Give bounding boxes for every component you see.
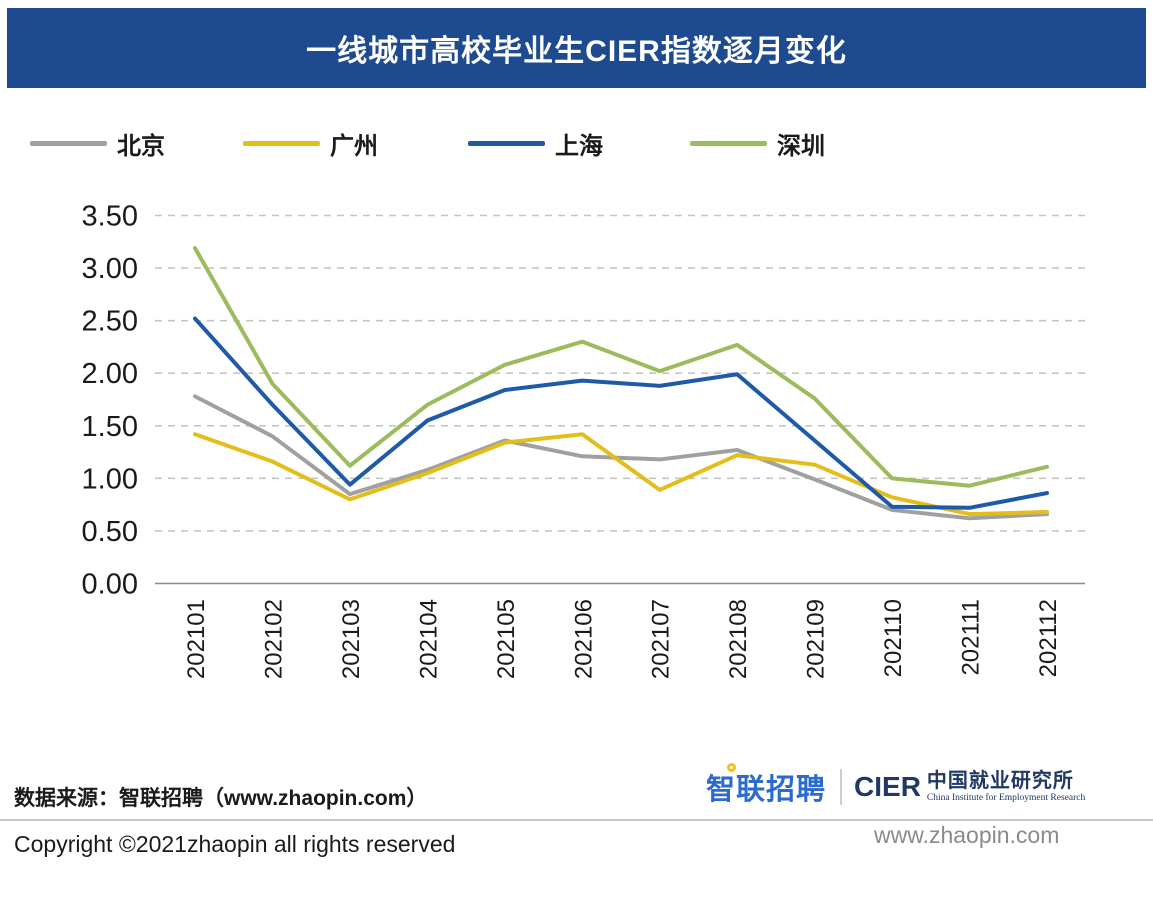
- series-line-上海: [193, 316, 1049, 510]
- copyright-text: Copyright ©2021zhaopin all rights reserv…: [14, 831, 456, 857]
- x-tick-label: 202105: [493, 599, 520, 679]
- zhaopin-logo-text: 智联招聘: [706, 774, 827, 806]
- x-tick-label: 202104: [415, 599, 442, 679]
- legend-label: 上海: [555, 132, 603, 160]
- institute-name-en: China Institute for Employment Research: [926, 792, 1086, 803]
- legend: 北京 广州 上海 深圳: [0, 128, 1153, 162]
- legend-item-北京: 北京: [30, 128, 165, 160]
- cier-logo: CIER: [854, 771, 921, 802]
- y-tick-label: 0.50: [82, 516, 138, 548]
- y-tick-label: 1.00: [82, 463, 138, 495]
- logo-row: 智联招聘 CIER 中国就业研究所 China Institute for Em…: [706, 763, 1085, 809]
- y-tick-label: 2.00: [82, 358, 138, 390]
- institute-block: 中国就业研究所 China Institute for Employment R…: [927, 771, 1085, 804]
- x-tick-label: 202103: [338, 599, 365, 679]
- y-tick-label: 1.50: [82, 411, 138, 443]
- x-tick-label: 202109: [803, 599, 830, 679]
- legend-label: 北京: [117, 132, 165, 160]
- legend-swatch: [468, 140, 545, 146]
- legend-item-广州: 广州: [243, 128, 378, 160]
- footer-divider: [0, 819, 1153, 821]
- x-tick-label: 202107: [648, 599, 675, 679]
- logo-separator: [840, 769, 843, 805]
- y-tick-label: 3.50: [82, 201, 138, 233]
- x-tick-label: 202101: [183, 599, 210, 679]
- legend-swatch: [30, 140, 107, 146]
- header-bar: 一线城市高校毕业生CIER指数逐月变化: [7, 8, 1146, 88]
- legend-swatch: [243, 140, 320, 146]
- line-chart: 0.00 0.50 1.00 1.50 2.00 2.50 3.00 3.50 202101 20…: [82, 201, 1085, 679]
- legend-label: 广州: [330, 132, 378, 160]
- legend-swatch: [690, 140, 767, 146]
- zhaopin-logo-dot-icon: [727, 763, 736, 772]
- legend-item-上海: 上海: [468, 128, 603, 160]
- y-tick-label: 2.50: [82, 306, 138, 338]
- x-tick-label: 202110: [880, 599, 907, 677]
- x-tick-label: 202108: [725, 599, 752, 679]
- x-tick-label: 202111: [958, 599, 985, 676]
- institute-name-cn: 中国就业研究所: [926, 769, 1074, 792]
- website-text: www.zhaopin.com: [874, 822, 1060, 848]
- legend-item-深圳: 深圳: [690, 128, 825, 160]
- series-line-深圳: [193, 246, 1049, 488]
- x-tick-label: 202112: [1035, 599, 1062, 677]
- series-line-广州: [193, 432, 1049, 517]
- chart-title: 一线城市高校毕业生CIER指数逐月变化: [306, 35, 847, 68]
- y-tick-label: 3.00: [82, 253, 138, 285]
- y-tick-label: 0.00: [82, 569, 138, 601]
- x-tick-label: 202102: [260, 599, 287, 679]
- legend-label: 深圳: [777, 132, 825, 160]
- x-tick-label: 202106: [570, 599, 597, 679]
- series-line-北京: [193, 394, 1049, 521]
- zhaopin-logo: 智联招聘: [706, 763, 827, 808]
- data-source-text: 数据来源：智联招聘（www.zhaopin.com）: [14, 787, 428, 810]
